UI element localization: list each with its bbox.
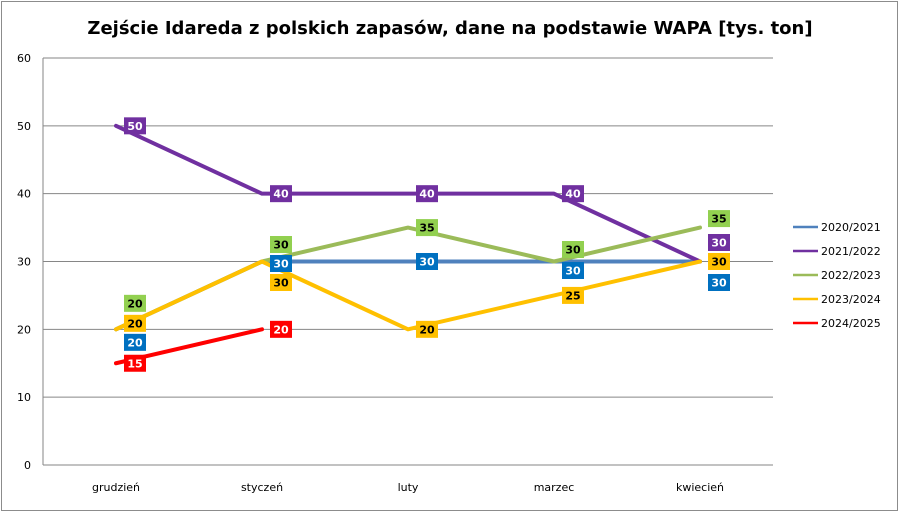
data-label-box (708, 274, 730, 291)
legend-entry: 2022/2023 (821, 269, 881, 282)
data-label: 30 (273, 277, 289, 290)
data-label: 40 (273, 188, 289, 201)
data-label: 30 (273, 239, 289, 252)
x-tick-label: marzec (534, 481, 575, 494)
data-label-box (562, 185, 584, 203)
y-tick-label: 10 (17, 391, 31, 404)
data-label-box (124, 294, 146, 312)
x-tick-label: grudzień (92, 481, 140, 494)
data-label-box (708, 253, 730, 270)
y-tick-label: 40 (17, 188, 31, 201)
data-label: 30 (565, 265, 581, 278)
x-tick-label: kwiecień (676, 481, 724, 494)
data-label: 30 (711, 277, 727, 290)
data-label-box (124, 117, 146, 135)
series-line-2023-2024 (114, 259, 702, 332)
legend-entry: 2024/2025 (821, 317, 881, 330)
data-label: 20 (419, 323, 435, 336)
data-label-box (416, 320, 438, 338)
y-tick-label: 50 (17, 120, 31, 133)
y-tick-label: 30 (17, 256, 31, 269)
data-label: 30 (711, 256, 727, 269)
y-tick-label: 0 (24, 459, 31, 472)
data-label: 20 (127, 297, 143, 310)
data-label: 35 (419, 222, 434, 235)
data-label: 15 (127, 357, 142, 370)
data-label-box (708, 210, 730, 228)
data-label-box (562, 241, 584, 258)
data-label: 35 (711, 213, 726, 226)
data-label: 30 (565, 244, 581, 257)
x-tick-label: luty (398, 481, 419, 494)
data-label-box (270, 320, 292, 338)
legend-entry: 2023/2024 (821, 293, 881, 306)
data-label: 25 (565, 289, 580, 302)
data-label-box (562, 286, 584, 304)
data-label-box (270, 255, 292, 272)
data-label-box (270, 236, 292, 253)
data-label-box (562, 262, 584, 279)
data-label: 20 (127, 336, 143, 349)
data-label-box (124, 333, 146, 351)
data-label: 20 (127, 317, 143, 330)
data-label: 50 (127, 120, 143, 133)
data-label-box (124, 354, 146, 372)
data-label-box (124, 314, 146, 332)
data-label-box (416, 219, 438, 237)
series-line-2020-2021 (114, 259, 702, 332)
data-label-box (270, 185, 292, 203)
data-label: 20 (273, 323, 289, 336)
y-tick-label: 60 (17, 52, 31, 65)
data-label-box (708, 234, 730, 251)
y-tick-label: 20 (17, 323, 31, 336)
data-label-box (416, 253, 438, 270)
chart-title: Zejście Idareda z polskich zapasów, dane… (87, 18, 813, 39)
data-label-box (416, 185, 438, 203)
legend-entry: 2021/2022 (821, 245, 881, 258)
data-label: 30 (711, 237, 727, 250)
x-tick-label: styczeń (241, 481, 283, 494)
data-label: 30 (419, 256, 435, 269)
legend-entry: 2020/2021 (821, 221, 881, 234)
data-label-box (270, 274, 292, 291)
series-line-2021-2022 (114, 123, 702, 264)
series-line-2022-2023 (114, 225, 702, 332)
data-label: 30 (273, 258, 289, 271)
data-label: 40 (419, 188, 435, 201)
data-label: 40 (565, 188, 581, 201)
